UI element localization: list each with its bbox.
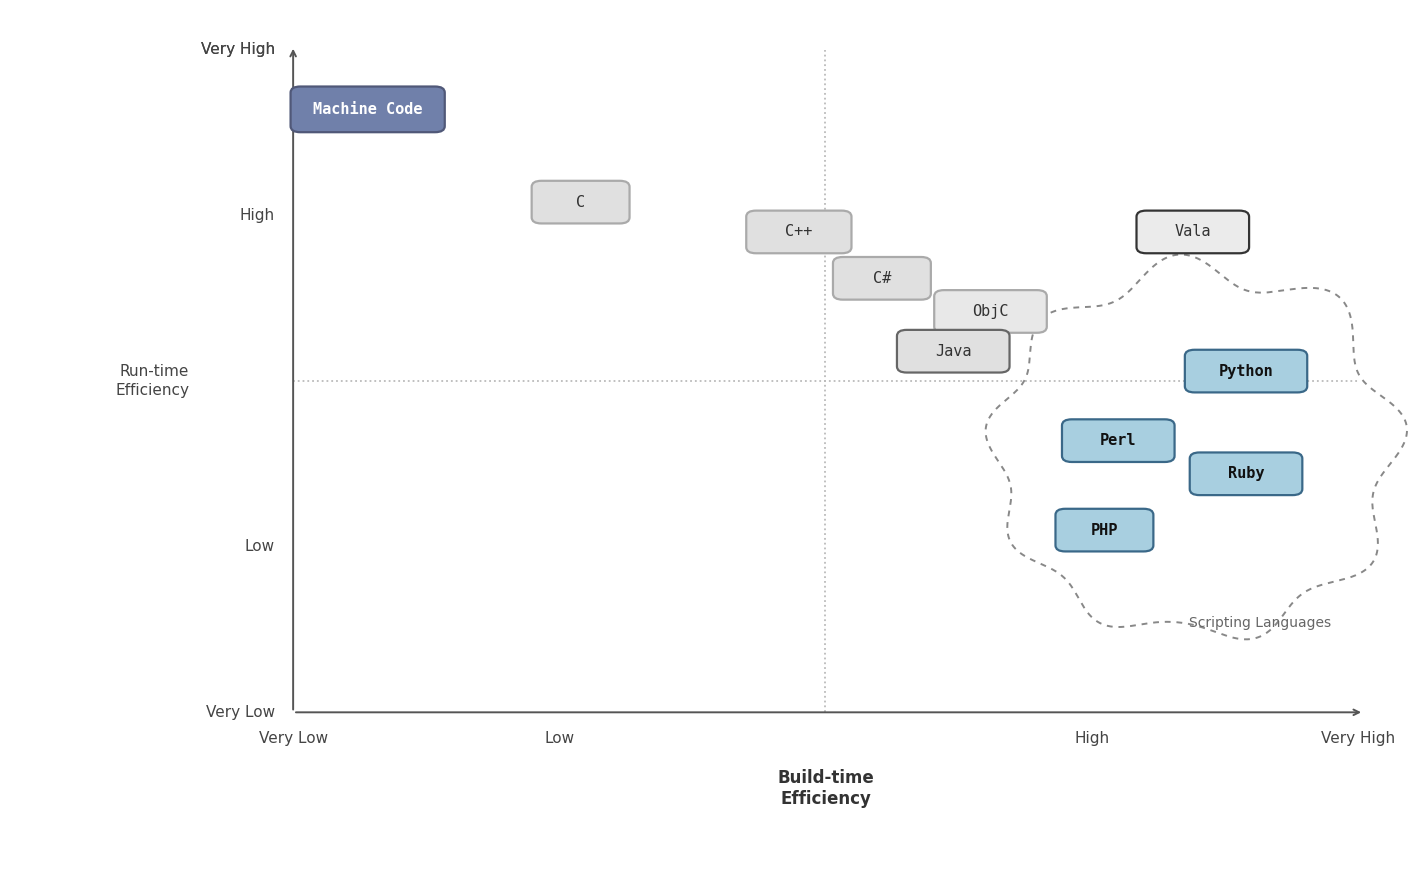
Text: Vala: Vala (1174, 224, 1211, 239)
FancyBboxPatch shape (532, 181, 629, 223)
Text: Scripting Languages: Scripting Languages (1190, 616, 1331, 630)
FancyBboxPatch shape (1190, 452, 1302, 495)
FancyBboxPatch shape (1185, 349, 1308, 392)
FancyBboxPatch shape (290, 87, 445, 133)
Text: Run-time
Efficiency: Run-time Efficiency (115, 364, 189, 399)
Text: Very High: Very High (1321, 731, 1395, 746)
Text: C#: C# (872, 271, 891, 286)
FancyBboxPatch shape (1056, 509, 1154, 551)
Text: Low: Low (245, 539, 275, 554)
Text: Build-time
Efficiency: Build-time Efficiency (777, 770, 874, 808)
Text: Very Low: Very Low (259, 731, 327, 746)
FancyBboxPatch shape (935, 290, 1047, 332)
Text: Very Low: Very Low (206, 705, 275, 719)
Text: High: High (1074, 731, 1109, 746)
Text: PHP: PHP (1091, 522, 1118, 538)
Text: ObjC: ObjC (972, 304, 1009, 319)
Text: Ruby: Ruby (1228, 466, 1264, 481)
FancyBboxPatch shape (1137, 211, 1249, 254)
Text: Perl: Perl (1100, 433, 1137, 448)
Text: C: C (576, 194, 585, 210)
FancyBboxPatch shape (832, 257, 931, 299)
Text: High: High (239, 208, 275, 223)
Text: Python: Python (1218, 364, 1274, 379)
FancyBboxPatch shape (896, 330, 1009, 373)
FancyBboxPatch shape (1062, 419, 1174, 462)
Text: Very High: Very High (201, 42, 275, 57)
Text: Low: Low (544, 731, 575, 746)
Text: Very High: Very High (201, 42, 275, 57)
Text: Java: Java (935, 344, 972, 358)
Text: C++: C++ (785, 224, 813, 239)
FancyBboxPatch shape (746, 211, 851, 254)
Text: Machine Code: Machine Code (313, 102, 423, 116)
